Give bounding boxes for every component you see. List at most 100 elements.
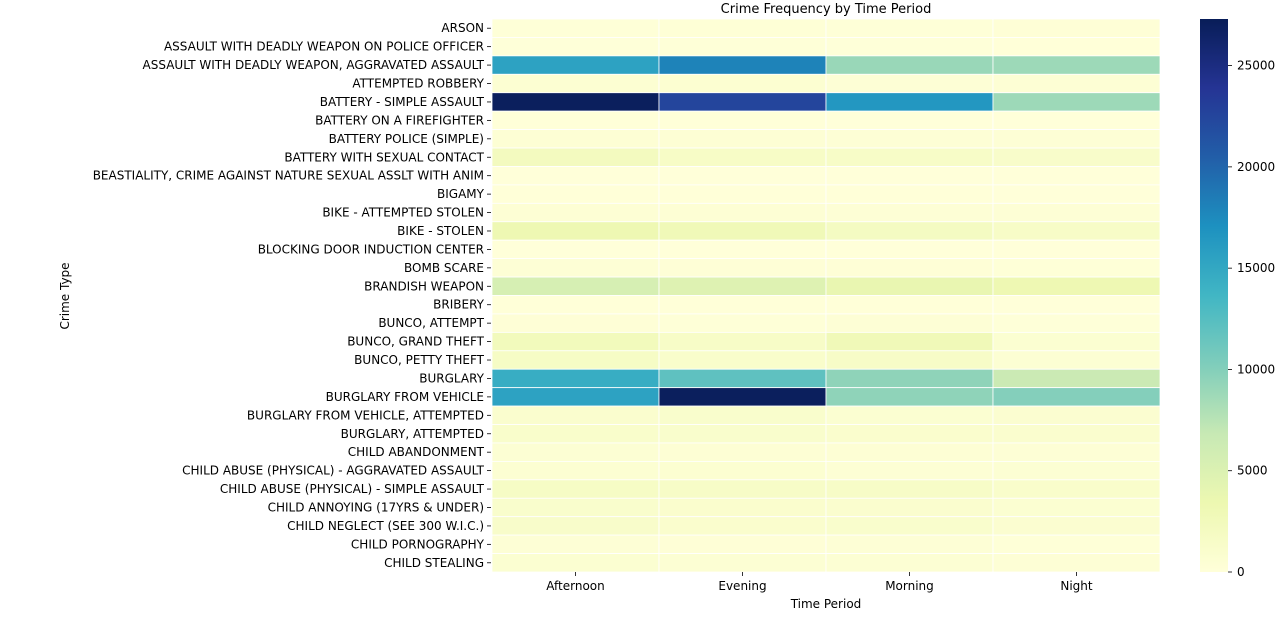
y-tick-label: BATTERY ON A FIREFIGHTER [315, 113, 484, 127]
heatmap-cell [992, 295, 1161, 315]
chart-title: Crime Frequency by Time Period [721, 2, 932, 17]
heatmap-cell [658, 276, 827, 296]
y-tick-label: BUNCO, PETTY THEFT [354, 353, 484, 367]
y-tick-label: BIGAMY [437, 187, 485, 201]
heatmap-cell [658, 166, 827, 186]
heatmap-cell [491, 129, 660, 149]
heatmap-cell [825, 110, 994, 130]
heatmap-cell [658, 239, 827, 260]
y-tick-label: ARSON [441, 21, 484, 35]
column-labels: Afternoon Evening Morning Night [546, 572, 1093, 593]
heatmap-cell [491, 92, 660, 112]
y-tick-label: BRIBERY [433, 298, 484, 312]
heatmap-cell [992, 313, 1161, 333]
colorbar-tick-label: 15000 [1237, 261, 1275, 275]
heatmap-cell [491, 184, 660, 204]
y-tick-label: ATTEMPTED ROBBERY [352, 77, 484, 91]
heatmap-cell [825, 460, 994, 481]
heatmap-cell [992, 331, 1161, 352]
y-tick-label: BURGLARY FROM VEHICLE, ATTEMPTED [247, 408, 484, 422]
heatmap-cell [658, 202, 827, 223]
heatmap-cell [491, 534, 660, 554]
y-tick-label: BOMB SCARE [404, 261, 484, 275]
heatmap-cell [658, 479, 827, 499]
x-tick-label: Morning [885, 579, 934, 593]
y-tick-label: CHILD PORNOGRAPHY [351, 537, 485, 551]
heatmap-cell [491, 516, 660, 536]
heatmap-cell [491, 110, 660, 130]
heatmap-cell [825, 239, 994, 260]
heatmap-cell [825, 442, 994, 462]
heatmap-cell [491, 258, 660, 278]
heatmap-cell [491, 368, 660, 389]
heatmap-cell [491, 460, 660, 481]
heatmap-cell [992, 368, 1161, 389]
heatmap-cell [825, 516, 994, 536]
heatmap-cell [658, 313, 827, 333]
y-tick-label: BUNCO, ATTEMPT [378, 316, 484, 330]
heatmap-cell [491, 424, 660, 444]
heatmap-cell [825, 166, 994, 186]
heatmap-cell [491, 166, 660, 186]
heatmap-cell [992, 424, 1161, 444]
heatmap-cell [992, 534, 1161, 554]
heatmap-cell [992, 184, 1161, 204]
row-labels: ARSON ASSAULT WITH DEADLY WEAPON ON POLIC… [93, 21, 491, 570]
heatmap-cell [992, 221, 1161, 241]
heatmap-cell [491, 442, 660, 462]
heatmap-cell [491, 221, 660, 241]
heatmap-cell [658, 55, 827, 75]
heatmap-cell [658, 184, 827, 204]
heatmap-cell [992, 18, 1161, 38]
heatmap-cell [658, 331, 827, 352]
heatmap-cell [491, 55, 660, 75]
heatmap-cell [825, 55, 994, 75]
colorbar [1200, 19, 1228, 572]
heatmap-cell [491, 553, 660, 573]
heatmap-cell [992, 166, 1161, 186]
heatmap-cell [992, 497, 1161, 518]
heatmap-cell [992, 110, 1161, 130]
y-tick-label: BUNCO, GRAND THEFT [347, 335, 484, 349]
y-tick-label: BATTERY POLICE (SIMPLE) [329, 132, 484, 146]
y-tick-label: BRANDISH WEAPON [364, 279, 484, 293]
y-tick-label: BURGLARY [419, 371, 484, 385]
heatmap-cell [992, 129, 1161, 149]
heatmap-cell [491, 313, 660, 333]
heatmap-cell [992, 92, 1161, 112]
heatmap-cell [658, 110, 827, 130]
heatmap-cell [992, 55, 1161, 75]
heatmap-cell [491, 18, 660, 38]
heatmap-cell [992, 147, 1161, 167]
heatmap-cell [825, 147, 994, 167]
y-tick-label: CHILD ABUSE (PHYSICAL) - AGGRAVATED ASSA… [182, 464, 485, 478]
y-tick-label: BURGLARY, ATTEMPTED [341, 427, 484, 441]
heatmap-cell [658, 442, 827, 462]
heatmap-cell [491, 73, 660, 94]
heatmap-cell [491, 387, 660, 407]
y-tick-label: ASSAULT WITH DEADLY WEAPON, AGGRAVATED A… [143, 58, 485, 72]
heatmap-cell [658, 221, 827, 241]
y-tick-label: BEASTIALITY, CRIME AGAINST NATURE SEXUAL… [93, 169, 484, 183]
y-tick-label: BIKE - ATTEMPTED STOLEN [322, 206, 484, 220]
heatmap-cell [825, 387, 994, 407]
heatmap-cell [491, 295, 660, 315]
heatmap-cell [992, 202, 1161, 223]
heatmap-cell [658, 405, 827, 425]
heatmap-cell [491, 405, 660, 425]
heatmap-cell [825, 497, 994, 518]
heatmap-cell [491, 497, 660, 518]
heatmap-cell [825, 92, 994, 112]
heatmap-cell [992, 258, 1161, 278]
heatmap-cell [491, 276, 660, 296]
y-tick-label: BATTERY - SIMPLE ASSAULT [320, 95, 485, 109]
y-tick-label: ASSAULT WITH DEADLY WEAPON ON POLICE OFF… [164, 40, 484, 54]
heatmap-cell [658, 350, 827, 370]
heatmap-cell [658, 258, 827, 278]
heatmap-cell [992, 516, 1161, 536]
heatmap-cell [825, 368, 994, 389]
heatmap-cell [825, 424, 994, 444]
heatmap-cell [825, 295, 994, 315]
heatmap-cell [658, 368, 827, 389]
